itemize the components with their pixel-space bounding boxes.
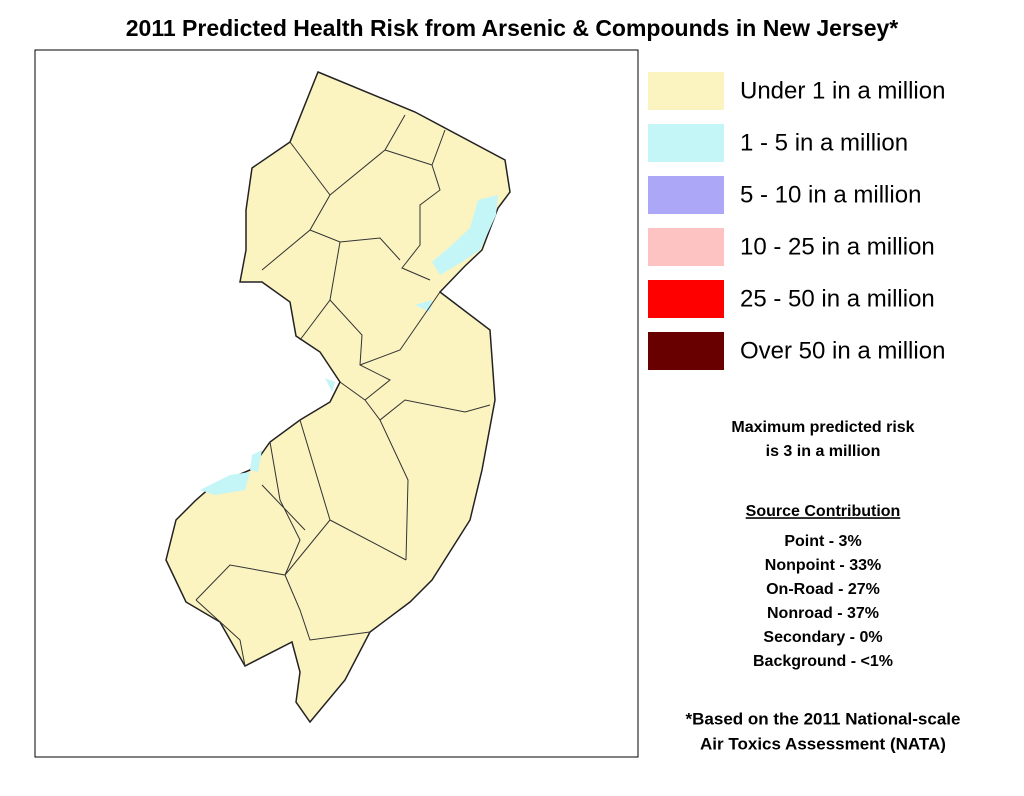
note-text: Point - 3% (784, 533, 861, 550)
notes: Maximum predicted risk is 3 in a million S… (686, 419, 961, 753)
note-text: Maximum predicted risk (731, 419, 914, 436)
legend-swatch (648, 332, 724, 370)
note-text: Background - <1% (753, 653, 893, 670)
note-text: On-Road - 27% (766, 581, 880, 598)
legend-swatch (648, 228, 724, 266)
legend-swatch (648, 124, 724, 162)
note-text: *Based on the 2011 National-scale (686, 709, 961, 728)
legend-label: Under 1 in a million (740, 77, 945, 104)
legend-swatch (648, 176, 724, 214)
note-text: Source Contribution (746, 503, 901, 520)
county-borders (195, 114, 491, 667)
risk-area (325, 378, 335, 392)
note-text: Nonroad - 37% (767, 605, 879, 622)
state-map (165, 71, 511, 724)
legend-label: Over 50 in a million (740, 337, 945, 364)
title: 2011 Predicted Health Risk from Arsenic … (126, 15, 899, 41)
note-text: Air Toxics Assessment (NATA) (700, 734, 946, 753)
note-text: Secondary - 0% (763, 629, 882, 646)
legend: Under 1 in a million 1 - 5 in a million 5 … (648, 72, 945, 370)
legend-swatch (648, 72, 724, 110)
note-text: is 3 in a million (766, 443, 881, 460)
note-text: Nonpoint - 33% (765, 557, 881, 574)
legend-label: 1 - 5 in a million (740, 129, 908, 156)
risk-area (200, 472, 250, 495)
legend-label: 10 - 25 in a million (740, 233, 935, 260)
state-outline (165, 71, 511, 724)
legend-label: 25 - 50 in a million (740, 285, 935, 312)
risk-area (432, 195, 498, 275)
legend-swatch (648, 280, 724, 318)
risk-area (250, 450, 262, 472)
legend-label: 5 - 10 in a million (740, 181, 921, 208)
